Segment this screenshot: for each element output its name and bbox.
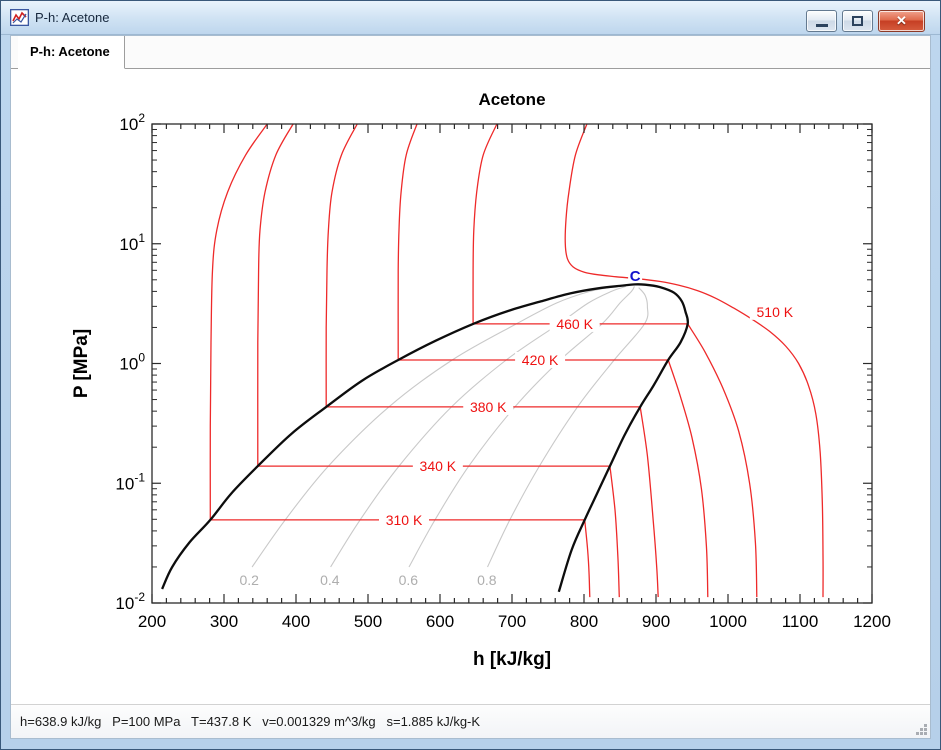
critical-point-bg	[628, 267, 643, 283]
quality-line	[330, 285, 626, 568]
x-tick-label: 400	[282, 612, 310, 631]
isotherm-curve	[397, 123, 418, 360]
x-tick-label: 300	[210, 612, 238, 631]
tab-label: P-h: Acetone	[30, 44, 110, 60]
saturation-dome	[161, 282, 690, 592]
y-tick-label: 10-1	[115, 470, 145, 493]
isotherm-label: 310 K	[386, 512, 423, 528]
y-axis-label: P [MPa]	[71, 329, 92, 398]
x-tick-label: 1000	[709, 612, 747, 631]
close-button[interactable]: ✕	[878, 10, 925, 32]
x-tick-label: 1200	[853, 612, 891, 631]
chart-title: Acetone	[478, 90, 545, 109]
isotherm-label: 380 K	[470, 399, 507, 415]
quality-label: 0.8	[477, 572, 497, 588]
isotherm-curve	[667, 359, 709, 597]
maximize-icon	[852, 16, 863, 26]
x-tick-label: 600	[426, 612, 454, 631]
y-tick-label: 102	[119, 111, 145, 134]
status-bar: h=638.9 kJ/kg P=100 MPa T=437.8 K v=0.00…	[11, 704, 930, 738]
y-tick-label: 100	[119, 350, 145, 373]
isotherm-curve	[564, 123, 824, 597]
isotherm-label: 420 K	[522, 352, 559, 368]
isotherm-label-bg	[515, 351, 566, 368]
isotherm-curve	[687, 323, 758, 597]
app-icon	[10, 9, 29, 26]
critical-point-label: C	[630, 268, 641, 285]
quality-label: 0.4	[320, 572, 340, 588]
window-controls: ✕	[806, 10, 925, 32]
close-icon: ✕	[896, 13, 907, 28]
isotherm-label-bg	[749, 303, 800, 320]
isotherm-curve	[209, 123, 268, 520]
y-tick-label: 101	[119, 231, 145, 254]
plot-area: 0.2 0.4 0.6 0.8 310 K 340 K 380 K 420 K 460 K 510…	[11, 68, 930, 705]
x-axis-label: h [kJ/kg]	[473, 649, 551, 670]
quality-line	[251, 285, 617, 568]
isotherm-label: 460 K	[556, 316, 593, 332]
isotherm-label-bg	[379, 511, 429, 528]
x-tick-label: 200	[138, 612, 166, 631]
window-body: P-h: Acetone 0.2 0.4 0.6 0.8 310 K 340 K 380 K…	[10, 35, 931, 739]
window-title: P-h: Acetone	[35, 10, 110, 25]
isotherm-curve	[325, 123, 358, 407]
minimize-button[interactable]	[806, 10, 837, 32]
tab-bar: P-h: Acetone	[11, 36, 930, 69]
plot-frame	[151, 123, 873, 604]
chart-svg[interactable]: 0.2 0.4 0.6 0.8 310 K 340 K 380 K 420 K 460 K 510…	[11, 69, 930, 704]
resize-grip[interactable]	[914, 722, 928, 736]
tab-ph-acetone[interactable]: P-h: Acetone	[18, 36, 125, 69]
isotherm-label-bg	[412, 457, 463, 474]
y-tick-label: 10-2	[115, 590, 145, 613]
isotherm-curve	[472, 123, 498, 324]
quality-label: 0.2	[239, 572, 259, 588]
isotherm-curve	[609, 465, 620, 597]
x-tick-label: 500	[354, 612, 382, 631]
isotherm-label-bg	[463, 398, 514, 415]
minimize-icon	[815, 23, 828, 27]
x-tick-label: 700	[498, 612, 526, 631]
x-tick-label: 900	[642, 612, 670, 631]
x-tick-label: 1100	[782, 612, 819, 631]
maximize-button[interactable]	[842, 10, 873, 32]
isotherm-label-bg	[549, 315, 600, 332]
isotherm-curve	[639, 406, 659, 597]
status-readout: h=638.9 kJ/kg P=100 MPa T=437.8 K v=0.00…	[20, 714, 481, 730]
titlebar[interactable]: P-h: Acetone	[1, 1, 940, 35]
quality-line	[408, 285, 635, 568]
isotherm-label: 510 K	[757, 304, 794, 320]
isotherm-curve	[257, 123, 294, 466]
window-frame: P-h: Acetone 0.2 0.4 0.6 0.8 310 K 340 K 380 K…	[1, 35, 940, 749]
isotherm-curve	[584, 519, 591, 597]
x-tick-label: 800	[570, 612, 598, 631]
isotherm-label: 340 K	[420, 458, 457, 474]
quality-label: 0.6	[399, 572, 419, 588]
